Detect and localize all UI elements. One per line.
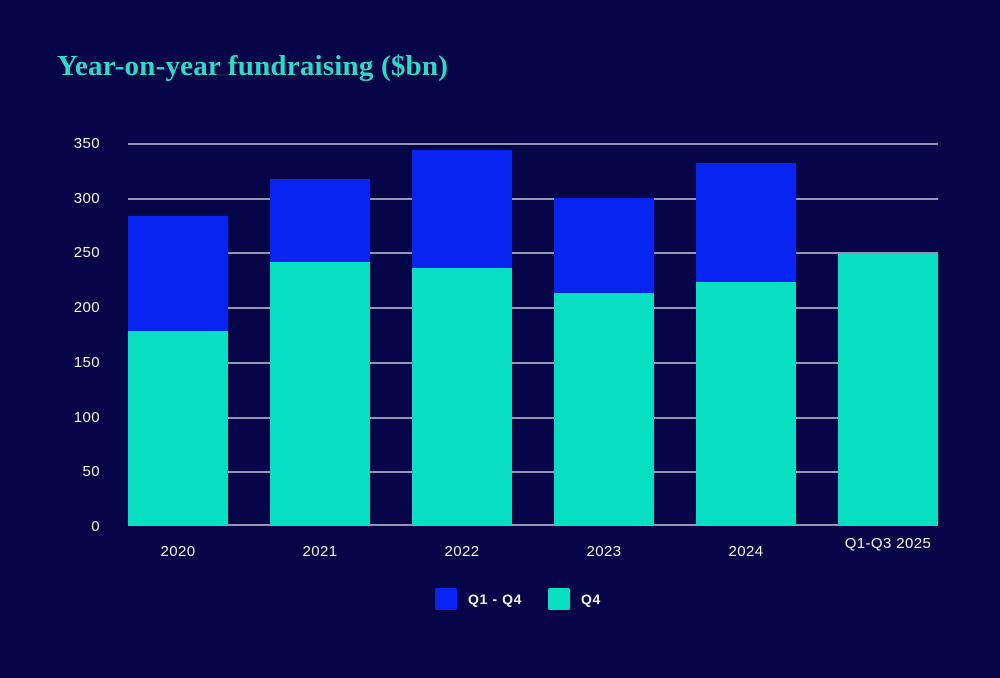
legend-item-q4: Q4 (548, 588, 601, 610)
bar-q1-q3-2025-q4-segment (838, 254, 938, 526)
x-axis-label-q1-q3-2025: Q1-Q3 2025 (844, 535, 932, 552)
bar-2021-q4-segment (270, 262, 370, 526)
legend-swatch-icon (548, 588, 570, 610)
legend-label: Q4 (581, 591, 601, 607)
y-tick-label-250: 250 (73, 244, 100, 262)
gridline-200 (128, 307, 938, 310)
gridline-0 (128, 524, 938, 526)
bar-2020-q4-segment (128, 331, 228, 526)
bar-2024-q4-segment (696, 282, 796, 526)
legend-label: Q1 - Q4 (468, 591, 522, 607)
y-tick-label-350: 350 (73, 135, 100, 152)
x-axis-label-2021: 2021 (302, 543, 338, 560)
gridline-50 (128, 471, 938, 474)
chart-title: Year-on-year fundraising ($bn) (57, 50, 449, 82)
bar-2020-q1-q4-segment (128, 216, 228, 331)
bar-2021-q1-q4-segment (270, 179, 370, 262)
legend-item-q1-q4: Q1 - Q4 (435, 588, 522, 610)
x-axis-label-2023: 2023 (586, 543, 622, 560)
y-tick-label-200: 200 (73, 299, 100, 317)
gridline-100 (128, 416, 938, 419)
bar-2023-q1-q4-segment (554, 198, 654, 293)
bar-2023-q4-segment (554, 293, 654, 526)
y-tick-label-300: 300 (73, 189, 100, 207)
y-tick-label-150: 150 (73, 353, 100, 371)
x-axis-label-2022: 2022 (444, 543, 480, 560)
bar-2024-q1-q4-segment (696, 163, 796, 282)
bar-2022-q4-segment (412, 268, 512, 526)
bar-2022-q1-q4-segment (412, 150, 512, 268)
x-axis-label-2020: 2020 (160, 543, 196, 560)
gridline-300 (128, 197, 938, 200)
gridline-350 (128, 143, 938, 145)
gridline-150 (128, 361, 938, 364)
y-tick-label-100: 100 (73, 408, 100, 426)
y-tick-label-50: 50 (82, 463, 100, 481)
x-axis-label-2024: 2024 (728, 543, 764, 560)
plot-area (128, 143, 938, 526)
y-tick-label-0: 0 (91, 518, 100, 535)
legend: Q1 - Q4 Q4 (435, 588, 601, 610)
legend-swatch-icon (435, 588, 457, 610)
gridline-250 (128, 252, 938, 255)
